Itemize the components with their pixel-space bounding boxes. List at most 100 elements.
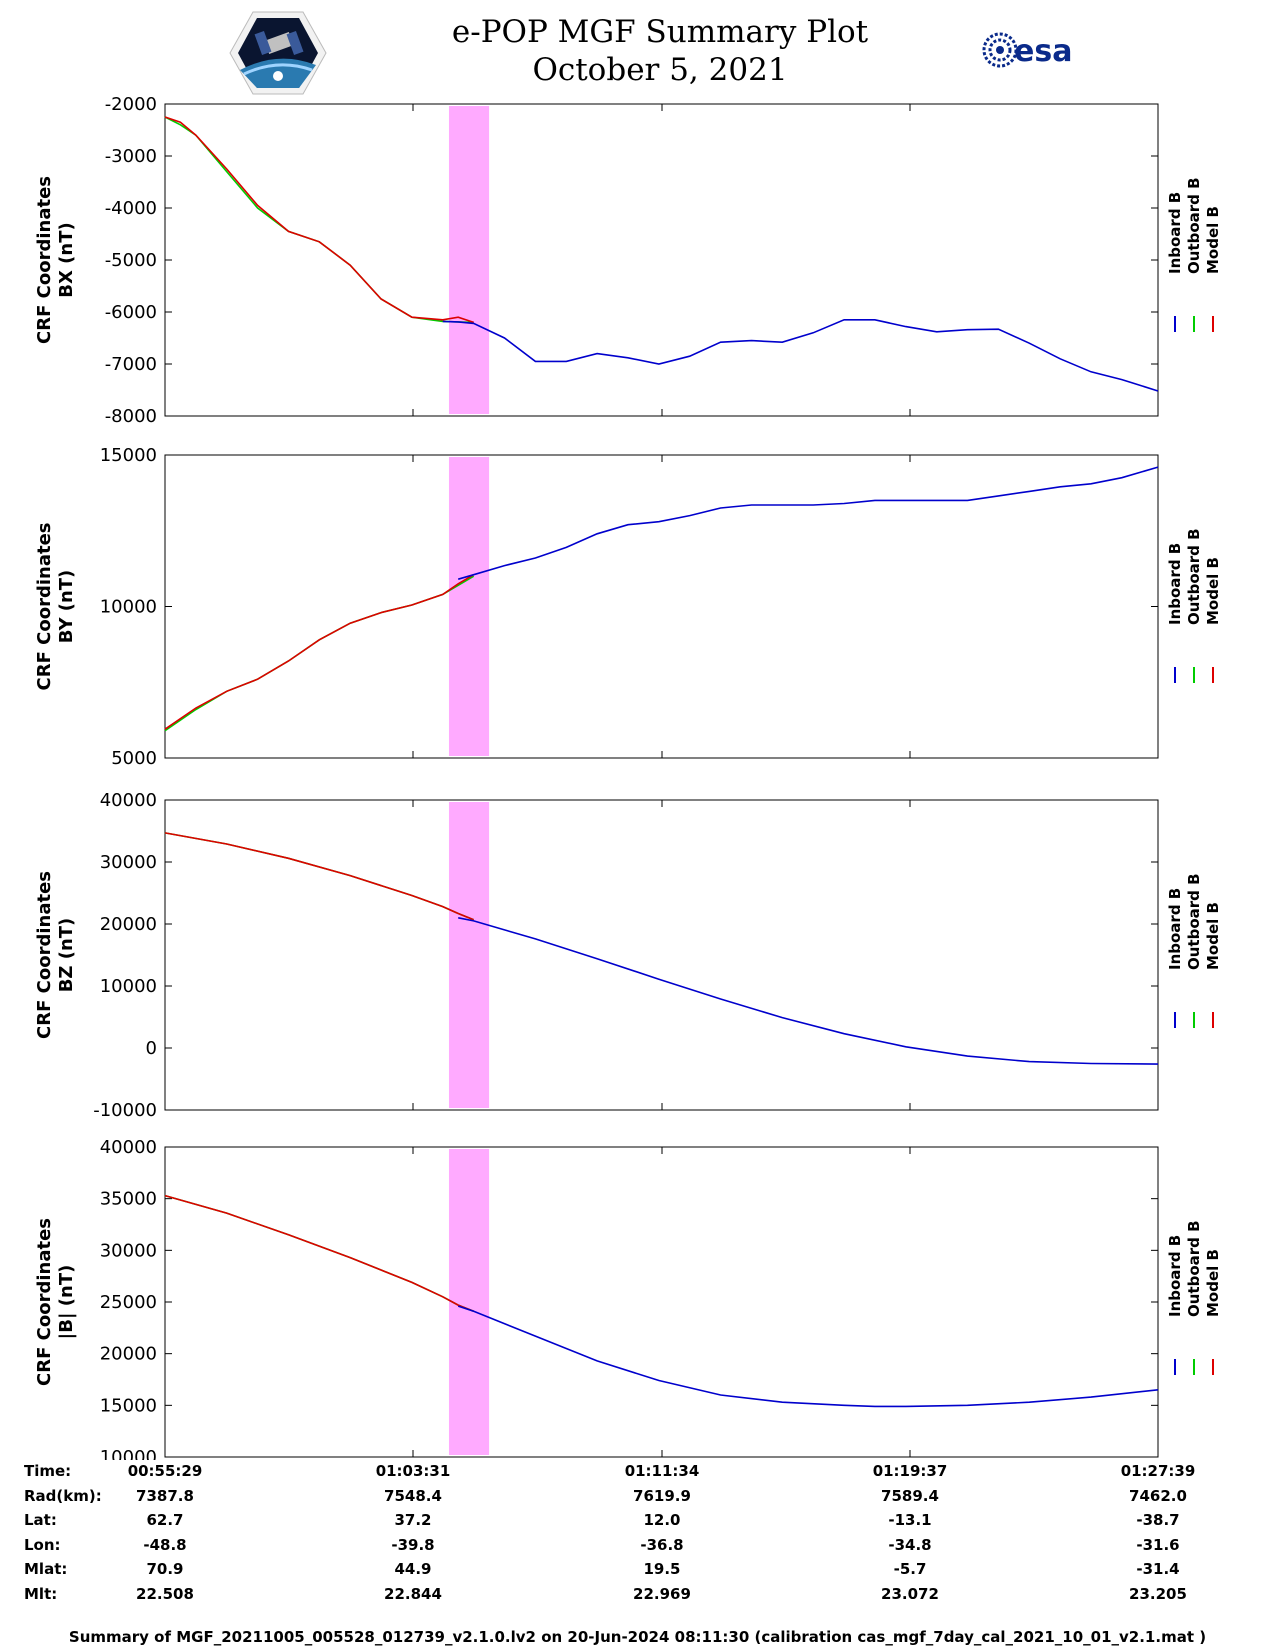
y-tick-label: -8000 — [105, 406, 157, 427]
table-cell: 37.2 — [394, 1511, 432, 1529]
series-model-b — [164, 574, 475, 730]
legend-label: Model B — [1204, 902, 1222, 970]
y-tick-label: -3000 — [105, 146, 157, 167]
y-tick-label: -10000 — [93, 1100, 157, 1121]
table-cell: -31.4 — [1136, 1560, 1180, 1578]
legend-label: Model B — [1204, 557, 1222, 625]
panel-1: -2000 -3000 -4000 -5000 -6000 -7000 -8000 CRF C… — [34, 94, 1222, 427]
row-label: Lat: — [24, 1511, 57, 1529]
plot-frame — [164, 1146, 1159, 1458]
table-cell: 23.205 — [1129, 1584, 1187, 1603]
y-axis-label: CRF Coordinates — [34, 1218, 55, 1386]
y-axis-label: |B| (nT) — [56, 1265, 77, 1340]
y-tick-label: 10000 — [100, 1447, 157, 1460]
y-tick-label: 10000 — [100, 976, 157, 997]
y-tick-label: 40000 — [100, 1137, 157, 1158]
highlight-band — [448, 457, 490, 756]
series-outboard-b — [164, 116, 474, 324]
highlight-band — [448, 106, 490, 414]
row-label: Time: — [24, 1462, 72, 1480]
y-tick-label: -7000 — [105, 354, 157, 375]
y-tick-label: 30000 — [100, 852, 157, 873]
cassiope-logo — [228, 10, 328, 96]
row-label: Mlat: — [24, 1560, 68, 1578]
panel-3: 40000 30000 20000 10000 0 -10000 CRF Coordinat… — [34, 790, 1222, 1121]
table-cell: 62.7 — [146, 1511, 184, 1529]
y-axis-label: BZ (nT) — [56, 918, 77, 993]
table-cell: 7589.4 — [881, 1486, 939, 1505]
y-tick-label: 0 — [146, 1038, 157, 1059]
footnote: Summary of MGF_20211005_005528_012739_v2… — [68, 1628, 1207, 1646]
plots: -2000 -3000 -4000 -5000 -6000 -7000 -8000 CRF C… — [34, 94, 1222, 1460]
panel-4: 40000 35000 30000 25000 20000 15000 10000 CRF C… — [34, 1137, 1222, 1460]
table-cell: -39.8 — [391, 1535, 435, 1554]
header: e-POP MGF Summary Plot October 5, 2021 e… — [0, 0, 1275, 100]
series-inboard-b — [442, 319, 1159, 392]
series-model-b — [164, 1194, 474, 1313]
table-cell: -31.6 — [1136, 1535, 1180, 1554]
y-axis-label: CRF Coordinates — [34, 523, 55, 691]
table-cell: 22.844 — [384, 1584, 442, 1603]
series-outboard-b — [164, 1194, 474, 1313]
y-tick-label: -5000 — [105, 250, 157, 271]
legend-label: Inboard B — [1166, 543, 1184, 625]
table-cell: 12.0 — [643, 1511, 681, 1529]
legend-label: Inboard B — [1166, 1235, 1184, 1317]
legend-label: Model B — [1204, 206, 1222, 274]
table-cell: 01:27:39 — [1120, 1462, 1196, 1480]
plot-frame — [164, 103, 1159, 417]
y-tick-label: 15000 — [100, 445, 157, 466]
series-inboard-b — [458, 917, 1159, 1065]
row-label: Lon: — [24, 1535, 61, 1554]
y-tick-label: -2000 — [105, 94, 157, 115]
table-cell: -5.7 — [893, 1560, 927, 1578]
esa-logo-text: esa — [1014, 34, 1072, 69]
y-tick-label: 10000 — [100, 597, 157, 618]
plot-frame — [164, 454, 1159, 759]
panel-2: 15000 10000 5000 CRF Coordinates BY (nT) Inbo… — [34, 445, 1222, 769]
y-axis-label: BY (nT) — [56, 570, 77, 644]
table-cell: 44.9 — [394, 1560, 432, 1578]
table-cell: 7387.8 — [136, 1486, 194, 1505]
y-tick-label: 25000 — [100, 1292, 157, 1313]
y-tick-label: -4000 — [105, 198, 157, 219]
esa-logo: esa — [978, 28, 1098, 72]
y-tick-label: 40000 — [100, 790, 157, 811]
y-tick-label: 15000 — [100, 1395, 157, 1416]
y-axis-label: BX (nT) — [56, 222, 77, 297]
highlight-band — [448, 1149, 490, 1455]
table-cell: 70.9 — [146, 1560, 184, 1578]
chart-date: October 5, 2021 — [532, 52, 788, 88]
series-model-b — [164, 832, 474, 921]
y-tick-label: 35000 — [100, 1189, 157, 1210]
table-cell: 01:03:31 — [375, 1462, 451, 1480]
legend-label: Outboard B — [1185, 528, 1203, 625]
table-cell: -38.7 — [1136, 1511, 1180, 1529]
table-cell: 7619.9 — [633, 1486, 691, 1505]
table-cell: -36.8 — [640, 1535, 684, 1554]
legend-label: Outboard B — [1185, 873, 1203, 970]
table-cell: -13.1 — [888, 1511, 932, 1529]
table-cell: 01:19:37 — [872, 1462, 948, 1480]
table-cell: 7462.0 — [1129, 1486, 1187, 1505]
legend-label: Model B — [1204, 1249, 1222, 1317]
series-model-b — [164, 116, 474, 324]
legend-label: Outboard B — [1185, 1220, 1203, 1317]
row-label: Mlt: — [24, 1584, 58, 1603]
table-cell: 23.072 — [881, 1584, 939, 1603]
y-axis-label: CRF Coordinates — [34, 176, 55, 344]
y-tick-label: -6000 — [105, 302, 157, 323]
y-tick-label: 20000 — [100, 1344, 157, 1365]
y-tick-label: 20000 — [100, 914, 157, 935]
y-tick-label: 30000 — [100, 1240, 157, 1261]
legend-label: Inboard B — [1166, 192, 1184, 274]
table-cell: 7548.4 — [384, 1486, 442, 1505]
series-inboard-b — [457, 1305, 1159, 1408]
highlight-band — [448, 802, 490, 1108]
plot-frame — [164, 799, 1159, 1111]
table-cell: 22.508 — [136, 1584, 194, 1603]
legend-label: Inboard B — [1166, 888, 1184, 970]
legend-label: Outboard B — [1185, 177, 1203, 274]
table-cell: 19.5 — [643, 1560, 681, 1578]
table-cell: -48.8 — [143, 1535, 187, 1554]
